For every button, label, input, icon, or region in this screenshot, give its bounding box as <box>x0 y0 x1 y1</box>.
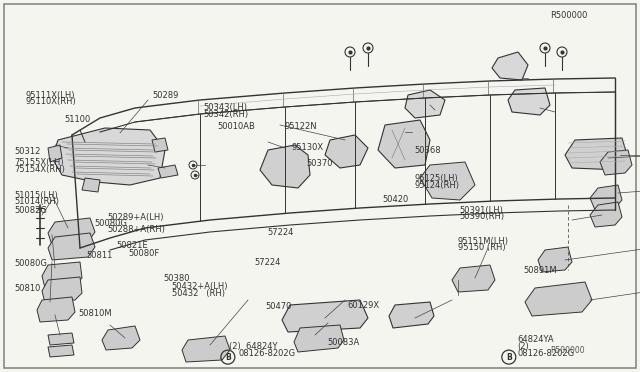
Text: 50080G: 50080G <box>95 219 127 228</box>
Polygon shape <box>590 202 622 227</box>
Polygon shape <box>48 233 95 260</box>
Polygon shape <box>294 325 344 352</box>
Polygon shape <box>48 345 74 357</box>
Polygon shape <box>82 178 100 192</box>
Polygon shape <box>420 162 475 200</box>
Text: B: B <box>506 353 511 362</box>
Text: 95130X: 95130X <box>291 143 323 152</box>
Text: 50432+A(LH): 50432+A(LH) <box>172 282 228 291</box>
Text: 50080F: 50080F <box>128 249 159 258</box>
Text: 51100: 51100 <box>64 115 90 124</box>
Polygon shape <box>389 302 434 328</box>
Polygon shape <box>48 333 74 345</box>
Text: 64824YA: 64824YA <box>517 336 554 344</box>
Text: 95122N: 95122N <box>285 122 317 131</box>
Text: 50432   (RH): 50432 (RH) <box>172 289 225 298</box>
Polygon shape <box>42 262 82 288</box>
Polygon shape <box>492 52 528 80</box>
Text: 50289: 50289 <box>152 91 179 100</box>
Polygon shape <box>325 135 368 168</box>
Text: 57224: 57224 <box>268 228 294 237</box>
Text: (2)  64824Y: (2) 64824Y <box>229 342 278 351</box>
Text: R500000: R500000 <box>550 346 584 355</box>
Text: 50810M: 50810M <box>78 309 111 318</box>
Text: 50289+A(LH): 50289+A(LH) <box>108 213 164 222</box>
Text: 50390(RH): 50390(RH) <box>460 212 505 221</box>
Polygon shape <box>182 336 230 362</box>
Polygon shape <box>42 277 82 303</box>
Text: 50370: 50370 <box>306 159 332 168</box>
Text: 57224: 57224 <box>255 258 281 267</box>
Text: 50368: 50368 <box>415 147 442 155</box>
Polygon shape <box>525 282 592 316</box>
Text: 95125(LH): 95125(LH) <box>415 174 458 183</box>
Text: 08126-8202G: 08126-8202G <box>238 349 295 358</box>
Polygon shape <box>102 326 140 350</box>
Text: 95124(RH): 95124(RH) <box>415 181 460 190</box>
Polygon shape <box>52 128 165 185</box>
Text: 95151M(LH): 95151M(LH) <box>458 237 509 246</box>
Text: 50380: 50380 <box>163 275 189 283</box>
Polygon shape <box>282 300 368 332</box>
Text: 50080G: 50080G <box>14 259 47 268</box>
Polygon shape <box>590 185 622 210</box>
Text: 50288+A(RH): 50288+A(RH) <box>108 225 165 234</box>
Polygon shape <box>600 150 632 175</box>
Polygon shape <box>538 247 572 272</box>
Text: 50811: 50811 <box>86 251 113 260</box>
Text: 50391(LH): 50391(LH) <box>460 206 504 215</box>
Polygon shape <box>508 88 550 115</box>
Text: 50342(RH): 50342(RH) <box>204 110 249 119</box>
Polygon shape <box>152 138 168 152</box>
Text: 75154X(RH): 75154X(RH) <box>14 165 65 174</box>
Text: 75155X(LH): 75155X(LH) <box>14 158 64 167</box>
Text: 50010AB: 50010AB <box>218 122 255 131</box>
Polygon shape <box>260 145 310 188</box>
Polygon shape <box>565 138 628 170</box>
Text: 95110X(RH): 95110X(RH) <box>26 97 76 106</box>
Text: 50891M: 50891M <box>524 266 557 275</box>
Polygon shape <box>37 297 75 322</box>
Text: 50470: 50470 <box>266 302 292 311</box>
Text: 51015(LH): 51015(LH) <box>14 191 58 200</box>
Text: (2): (2) <box>517 342 529 351</box>
Polygon shape <box>158 165 178 178</box>
Text: R500000: R500000 <box>550 12 588 20</box>
Polygon shape <box>452 265 495 292</box>
Text: 50420: 50420 <box>383 195 409 204</box>
Text: 95150 (RH): 95150 (RH) <box>458 243 505 252</box>
Polygon shape <box>48 145 62 162</box>
Text: 50312: 50312 <box>14 147 40 156</box>
Text: 50083A: 50083A <box>328 338 360 347</box>
Text: 50343(LH): 50343(LH) <box>204 103 248 112</box>
Text: 60129X: 60129X <box>347 301 379 310</box>
Polygon shape <box>405 90 445 118</box>
Text: 50810: 50810 <box>14 284 40 293</box>
Polygon shape <box>48 218 95 245</box>
Text: 51014(RH): 51014(RH) <box>14 198 59 206</box>
Text: 50821E: 50821E <box>116 241 148 250</box>
Text: 08126-8202G: 08126-8202G <box>517 349 574 358</box>
Text: 50082G: 50082G <box>14 206 47 215</box>
Text: B: B <box>225 353 230 362</box>
Polygon shape <box>378 120 430 168</box>
Text: 95111X(LH): 95111X(LH) <box>26 91 75 100</box>
